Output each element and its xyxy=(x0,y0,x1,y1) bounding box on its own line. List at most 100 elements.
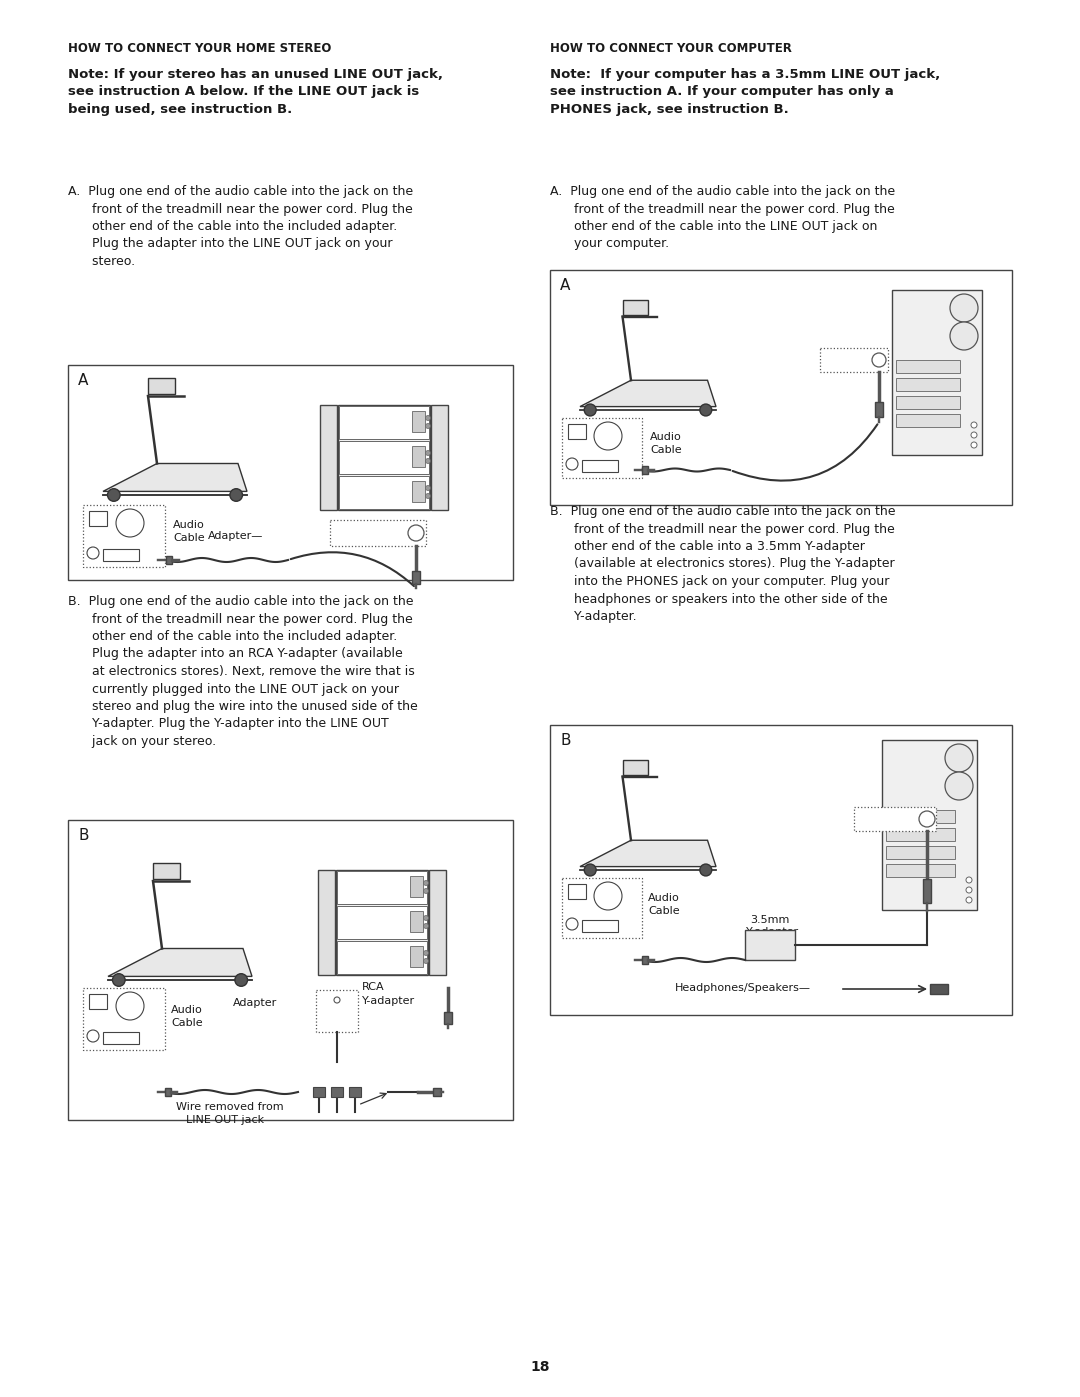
Text: Cable: Cable xyxy=(650,446,681,455)
Circle shape xyxy=(971,422,977,427)
Circle shape xyxy=(235,974,247,986)
Text: A.  Plug one end of the audio cable into the jack on the
      front of the trea: A. Plug one end of the audio cable into … xyxy=(68,184,414,268)
Bar xyxy=(431,405,448,510)
Bar xyxy=(83,988,165,1051)
Text: 3.5mm: 3.5mm xyxy=(750,915,789,925)
Polygon shape xyxy=(103,464,247,492)
Circle shape xyxy=(426,493,431,499)
Circle shape xyxy=(971,441,977,448)
Text: HOW TO CONNECT YOUR COMPUTER: HOW TO CONNECT YOUR COMPUTER xyxy=(550,42,792,54)
Circle shape xyxy=(423,923,429,929)
Circle shape xyxy=(423,958,429,964)
Bar xyxy=(339,441,429,474)
Bar xyxy=(550,270,1012,504)
Bar xyxy=(886,863,955,877)
Text: B: B xyxy=(78,828,89,842)
Text: Adapter: Adapter xyxy=(233,997,278,1009)
Circle shape xyxy=(426,415,431,420)
Bar xyxy=(411,481,426,502)
Text: Cable: Cable xyxy=(648,907,679,916)
Text: LINE OUT: LINE OUT xyxy=(334,525,373,534)
Bar xyxy=(854,807,936,831)
Circle shape xyxy=(108,489,120,502)
Bar xyxy=(896,379,960,391)
Bar xyxy=(410,876,423,897)
Polygon shape xyxy=(108,949,252,977)
Text: A: A xyxy=(561,278,570,293)
Bar xyxy=(330,520,426,546)
Text: A: A xyxy=(78,373,89,388)
Text: Audio: Audio xyxy=(650,432,681,441)
Bar xyxy=(433,1088,441,1097)
Bar xyxy=(622,299,648,314)
Text: Headphones/Speakers—: Headphones/Speakers— xyxy=(675,983,811,993)
Text: Audio: Audio xyxy=(648,893,679,902)
Bar xyxy=(148,379,175,394)
Circle shape xyxy=(566,918,578,930)
Bar xyxy=(410,946,423,967)
Bar xyxy=(820,348,888,372)
Bar xyxy=(643,467,648,474)
Bar xyxy=(339,407,429,439)
Circle shape xyxy=(594,422,622,450)
Circle shape xyxy=(872,353,886,367)
Circle shape xyxy=(116,509,144,536)
Text: Cable: Cable xyxy=(171,1018,203,1028)
Bar xyxy=(103,549,139,562)
Polygon shape xyxy=(580,840,716,866)
Circle shape xyxy=(423,915,429,921)
Bar xyxy=(411,571,420,584)
Bar xyxy=(886,847,955,859)
Bar xyxy=(103,1032,139,1044)
Bar xyxy=(166,556,172,564)
Text: Note: If your stereo has an unused LINE OUT jack,
see instruction A below. If th: Note: If your stereo has an unused LINE … xyxy=(68,68,443,116)
Bar xyxy=(337,907,427,939)
Bar xyxy=(582,921,618,932)
Bar xyxy=(886,810,955,823)
Text: Audio: Audio xyxy=(173,520,205,529)
Bar xyxy=(886,828,955,841)
Circle shape xyxy=(87,1030,99,1042)
Bar xyxy=(330,1087,343,1097)
Bar xyxy=(745,930,795,960)
Bar xyxy=(429,870,446,975)
Bar xyxy=(165,1088,171,1097)
Text: Amp: Amp xyxy=(341,944,362,953)
Circle shape xyxy=(112,974,125,986)
Bar xyxy=(568,425,586,439)
Bar xyxy=(320,405,337,510)
Bar xyxy=(338,405,430,510)
Circle shape xyxy=(334,997,340,1003)
Text: B: B xyxy=(561,733,570,747)
Bar xyxy=(339,476,429,509)
Bar xyxy=(153,863,180,879)
Circle shape xyxy=(87,548,99,559)
Text: VCR: VCR xyxy=(341,909,360,918)
Circle shape xyxy=(700,865,712,876)
Bar xyxy=(550,725,1012,1016)
Text: Wire removed from: Wire removed from xyxy=(176,1102,284,1112)
Circle shape xyxy=(945,773,973,800)
Text: Amp: Amp xyxy=(343,479,364,488)
Circle shape xyxy=(566,458,578,469)
Text: Y-adapter: Y-adapter xyxy=(746,928,799,937)
Bar xyxy=(582,460,618,472)
Text: PHONES: PHONES xyxy=(858,812,893,821)
Bar xyxy=(411,446,426,467)
Circle shape xyxy=(426,450,431,455)
Bar xyxy=(923,879,931,902)
Circle shape xyxy=(584,865,596,876)
Bar xyxy=(622,760,648,775)
Bar xyxy=(562,418,642,478)
Polygon shape xyxy=(580,380,716,407)
Text: B.  Plug one end of the audio cable into the jack on the
      front of the trea: B. Plug one end of the audio cable into … xyxy=(550,504,895,623)
Text: Y-adapter: Y-adapter xyxy=(362,996,415,1006)
Bar xyxy=(568,884,586,900)
Text: VCR: VCR xyxy=(343,444,362,453)
Circle shape xyxy=(116,992,144,1020)
Bar xyxy=(411,411,426,432)
Circle shape xyxy=(950,321,978,351)
Text: B.  Plug one end of the audio cable into the jack on the
      front of the trea: B. Plug one end of the audio cable into … xyxy=(68,595,418,747)
Circle shape xyxy=(423,950,429,956)
Bar xyxy=(337,870,427,904)
